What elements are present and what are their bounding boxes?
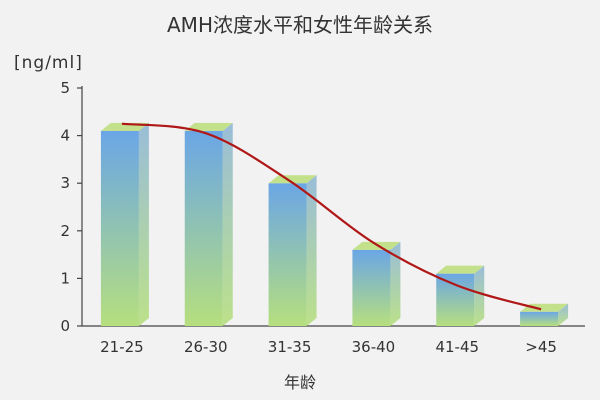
y-tick-label: 3: [60, 174, 70, 192]
bar-front-face: [184, 130, 223, 326]
bar-front-face: [268, 183, 307, 326]
bar: [520, 303, 569, 326]
x-tick-label: 26-30: [184, 338, 228, 356]
bar: [100, 122, 149, 326]
bar-front-face: [100, 130, 139, 326]
y-axis-unit-label: [ng/ml]: [14, 53, 83, 73]
bar-side-face: [390, 241, 401, 326]
x-axis-label: 年龄: [284, 373, 316, 392]
trend-line: [121, 122, 542, 311]
bar-front-face: [352, 249, 391, 326]
x-tick-label: 31-35: [268, 338, 312, 356]
bar: [184, 122, 233, 326]
chart-title: AMH浓度水平和女性年龄关系: [167, 13, 433, 37]
x-tick-label: 21-25: [100, 338, 144, 356]
bar-front-face: [436, 273, 475, 326]
y-tick-label: 2: [60, 222, 70, 240]
y-tick-label: 0: [60, 317, 70, 335]
x-tick-label: 36-40: [352, 338, 396, 356]
bar-front-face: [520, 311, 559, 326]
bar: [268, 175, 317, 326]
bar-top-cap: [184, 122, 233, 131]
bar-side-face: [306, 175, 317, 326]
y-tick-label: 1: [60, 269, 70, 287]
bar-side-face: [138, 122, 149, 326]
bar-side-face: [222, 122, 233, 326]
bars: 21-25 26-30 31-35 36-40 41-45 >45: [100, 122, 569, 356]
y-tick-label: 4: [60, 127, 70, 145]
axes: 0 1 2 3 4 5: [60, 79, 585, 335]
bar-side-face: [474, 265, 485, 326]
x-tick-label: 41-45: [435, 338, 479, 356]
trend-line-layer: [121, 122, 542, 311]
x-tick-label: >45: [525, 338, 557, 356]
bar-top-cap: [268, 175, 317, 184]
bar-side-face: [558, 303, 569, 326]
bar-top-cap: [520, 303, 569, 312]
bar-top-cap: [436, 265, 485, 274]
bar: [436, 265, 485, 326]
y-tick-label: 5: [60, 79, 70, 97]
